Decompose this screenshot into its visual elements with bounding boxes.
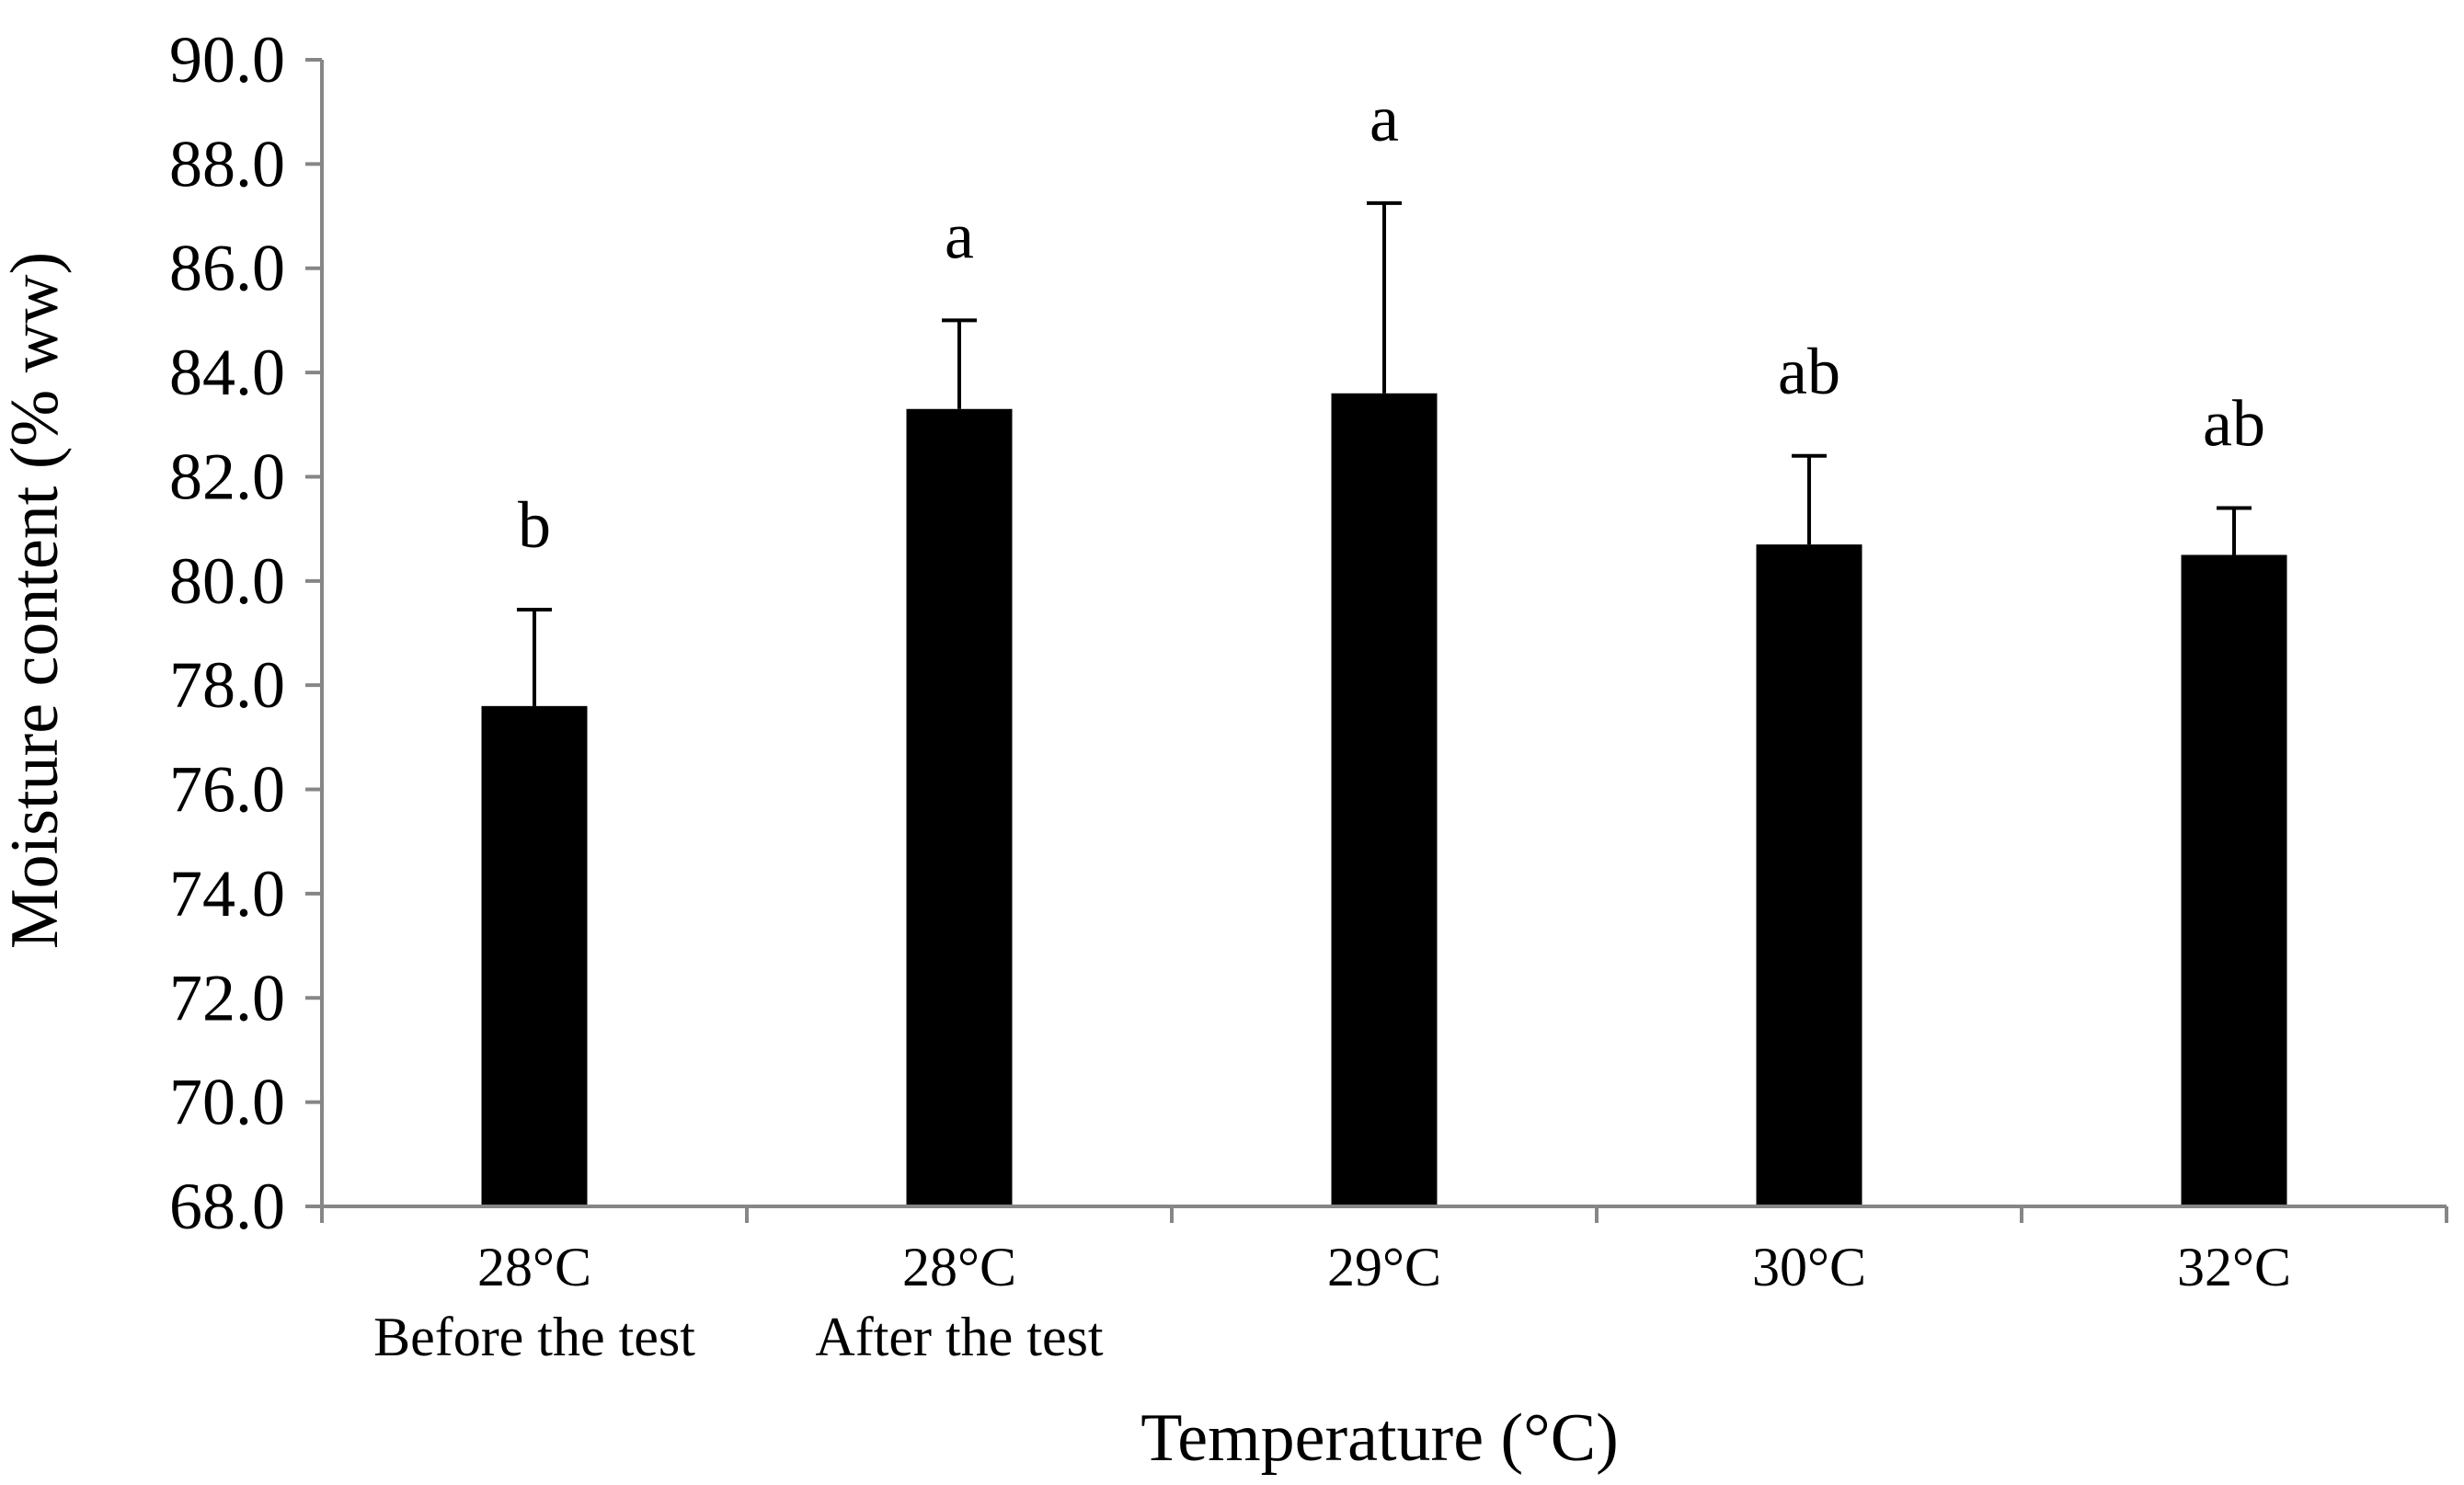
x-tick-label: 30°C [1752, 1237, 1866, 1297]
y-tick-label: 88.0 [169, 127, 285, 200]
bar [2181, 554, 2287, 1206]
y-tick-label: 80.0 [169, 544, 285, 618]
y-tick-label: 82.0 [169, 440, 285, 513]
y-tick-label: 84.0 [169, 336, 285, 409]
x-tick-label: 28°C [902, 1237, 1016, 1297]
x-tick-sublabel: After the test [815, 1307, 1104, 1367]
bar [1331, 393, 1438, 1206]
significance-label: a [945, 199, 974, 272]
y-tick-label: 90.0 [169, 23, 285, 97]
error-bars [517, 200, 2252, 706]
y-tick-label: 74.0 [169, 857, 285, 931]
x-tick-labels: 28°C Before the test 28°C After the test 29°… [373, 1237, 2291, 1367]
x-tick-sublabel: Before the test [373, 1307, 695, 1367]
significance-label: ab [1778, 335, 1840, 408]
x-tick-label: 29°C [1327, 1237, 1441, 1297]
significance-label: ab [2203, 386, 2265, 460]
significance-label: b [518, 488, 551, 562]
y-tick-label: 68.0 [169, 1170, 285, 1243]
y-tick-label: 78.0 [169, 648, 285, 722]
bar [481, 705, 588, 1206]
y-tick-label: 76.0 [169, 753, 285, 827]
y-axis-ticks: 68.0 70.0 72.0 74.0 76.0 78.0 80.0 82.0 84.0 86.0… [169, 23, 322, 1243]
y-tick-label: 70.0 [169, 1066, 285, 1139]
x-tick-label: 32°C [2177, 1237, 2291, 1297]
y-tick-label: 72.0 [169, 961, 285, 1034]
significance-labels: b a a ab ab [518, 82, 2265, 562]
x-tick-label: 28°C [477, 1237, 591, 1297]
y-tick-label: 86.0 [169, 232, 285, 305]
y-axis-title: Moisture content (% ww) [0, 252, 73, 949]
x-axis-ticks [320, 1206, 2448, 1223]
significance-label: a [1370, 82, 1399, 155]
bars [481, 393, 2287, 1206]
x-axis-title: Temperature (°C) [1140, 1400, 1619, 1476]
bar [1756, 544, 1862, 1206]
bar [906, 408, 1013, 1206]
